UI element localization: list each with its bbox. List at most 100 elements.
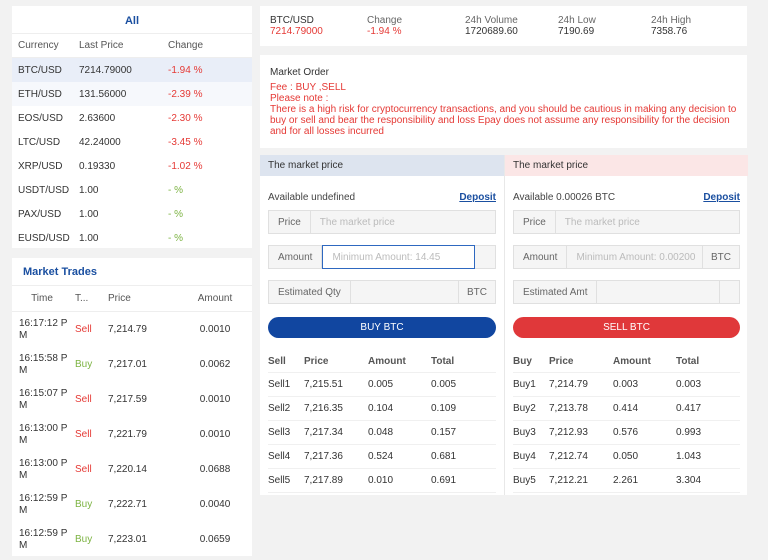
sell-panel-header[interactable]: The market price <box>505 155 748 176</box>
buy-order-book: Buy Price Amount Total Buy1 7,214.79 0.003… <box>513 351 740 493</box>
order-amount: 0.104 <box>368 403 394 414</box>
order-book-row[interactable]: Buy5 7,212.21 2.261 3.304 <box>513 469 740 493</box>
order-level: Sell5 <box>268 475 291 486</box>
trade-type: Sell <box>75 394 92 405</box>
sell-amount-input[interactable]: Minimum Amount: 0.00200 <box>576 251 696 263</box>
order-book-row[interactable]: Sell4 7,217.36 0.524 0.681 <box>268 445 496 469</box>
trade-amount: 0.0659 <box>199 534 231 545</box>
buy-book-col-amount: Amount <box>613 356 651 367</box>
market-row[interactable]: XRP/USD 0.19330 -1.02 % <box>12 154 252 178</box>
buy-amount-input[interactable]: Minimum Amount: 14.45 <box>322 245 476 269</box>
market-trades-panel: Market Trades Time T... Price Amount 16:… <box>12 258 252 556</box>
order-amount: 0.524 <box>368 451 394 462</box>
market-row[interactable]: USDT/USD 1.00 - % <box>12 178 252 202</box>
trade-time: 16:17:12 P M <box>19 317 68 341</box>
market-row[interactable]: PAX/USD 1.00 - % <box>12 202 252 226</box>
buy-amount-field: Amount Minimum Amount: 14.45 <box>268 245 496 269</box>
trade-price: 7,223.01 <box>108 534 147 545</box>
trade-amount: 0.0010 <box>199 429 231 440</box>
ticker-volume-label: 24h Volume <box>465 15 518 26</box>
trade-row: 16:13:00 P M Sell 7,220.14 0.0688 <box>12 452 252 487</box>
ticker-change: Change -1.94 % <box>367 15 402 37</box>
order-book-row[interactable]: Sell5 7,217.89 0.010 0.691 <box>268 469 496 493</box>
trade-amount: 0.0062 <box>199 359 231 370</box>
market-pair: BTC/USD <box>18 64 62 76</box>
sell-amt-unit <box>719 281 739 303</box>
ticker-pair-name: BTC/USD <box>270 15 314 26</box>
trade-type: Sell <box>75 324 92 335</box>
sell-amt-input[interactable] <box>597 281 719 303</box>
market-change: -2.30 % <box>168 112 203 124</box>
order-amount: 0.048 <box>368 427 394 438</box>
market-price: 1.00 <box>79 208 99 220</box>
sell-book-header: Sell Price Amount Total <box>268 351 496 373</box>
order-amount: 0.003 <box>613 379 639 390</box>
ticker-bar: BTC/USD 7214.79000 Change -1.94 % 24h Vo… <box>260 6 747 46</box>
buy-deposit-link[interactable]: Deposit <box>459 192 496 203</box>
col-change[interactable]: Change <box>168 40 204 51</box>
market-pair: USDT/USD <box>18 184 70 196</box>
buy-button[interactable]: BUY BTC <box>268 317 496 338</box>
order-book-row[interactable]: Buy3 7,212.93 0.576 0.993 <box>513 421 740 445</box>
trade-type: Buy <box>75 499 93 510</box>
market-row[interactable]: LTC/USD 42.24000 -3.45 % <box>12 130 252 154</box>
buy-panel-header[interactable]: The market price <box>260 155 504 176</box>
buy-qty-input[interactable] <box>351 281 458 303</box>
market-price: 1.00 <box>79 184 99 196</box>
ticker-price: 7214.79000 <box>270 26 323 37</box>
market-order-title: Market Order <box>270 67 329 78</box>
market-row[interactable]: EOS/USD 2.63600 -2.30 % <box>12 106 252 130</box>
market-row[interactable]: EUSD/USD 1.00 - % <box>12 226 252 250</box>
buy-qty-label: Estimated Qty <box>269 281 351 303</box>
order-book-row[interactable]: Sell3 7,217.34 0.048 0.157 <box>268 421 496 445</box>
trade-time: 16:13:00 P M <box>19 457 68 481</box>
sell-price-input: The market price <box>564 216 640 228</box>
market-row[interactable]: BTC/USD 7214.79000 -1.94 % <box>12 58 252 82</box>
market-order-info: Market Order Fee : BUY ,SELL Please note… <box>260 55 747 148</box>
trade-price: 7,214.79 <box>108 324 147 335</box>
sell-available: Available 0.00026 BTC <box>513 192 616 203</box>
trade-amount: 0.0010 <box>199 324 231 335</box>
sell-panel: The market price Available 0.00026 BTC D… <box>504 155 748 495</box>
buy-book-col-price: Price <box>549 356 574 367</box>
col-currency[interactable]: Currency <box>18 40 59 51</box>
buy-available-row: Available undefined Deposit <box>268 192 496 203</box>
order-total: 1.043 <box>676 451 702 462</box>
order-book-row[interactable]: Sell1 7,215.51 0.005 0.005 <box>268 373 496 397</box>
order-book-row[interactable]: Sell2 7,216.35 0.104 0.109 <box>268 397 496 421</box>
sell-amount-field: Amount Minimum Amount: 0.00200 BTC <box>513 245 740 269</box>
sell-amount-label: Amount <box>514 246 568 268</box>
order-amount: 0.576 <box>613 427 639 438</box>
order-total: 3.304 <box>676 475 702 486</box>
sell-order-book: Sell Price Amount Total Sell1 7,215.51 0.0… <box>268 351 496 493</box>
trade-amount: 0.0010 <box>199 394 231 405</box>
market-row[interactable]: ETH/USD 131.56000 -2.39 % <box>12 82 252 106</box>
market-price: 42.24000 <box>79 136 121 148</box>
order-level: Sell1 <box>268 379 291 390</box>
market-pair: ETH/USD <box>18 88 62 100</box>
market-change: - % <box>168 184 183 196</box>
trade-price: 7,220.14 <box>108 464 147 475</box>
order-book-row[interactable]: Buy1 7,214.79 0.003 0.003 <box>513 373 740 397</box>
order-book-row[interactable]: Buy2 7,213.78 0.414 0.417 <box>513 397 740 421</box>
ticker-volume: 24h Volume 1720689.60 <box>465 15 518 37</box>
sell-deposit-link[interactable]: Deposit <box>703 192 740 203</box>
order-amount: 0.050 <box>613 451 639 462</box>
order-level: Buy5 <box>513 475 536 486</box>
risk-note: There is a high risk for cryptocurrency … <box>270 104 737 137</box>
trade-time: 16:12:59 P M <box>19 527 68 551</box>
tab-all[interactable]: All <box>12 6 252 34</box>
market-price: 0.19330 <box>79 160 116 172</box>
sell-button[interactable]: SELL BTC <box>513 317 740 338</box>
col-last-price[interactable]: Last Price <box>79 40 124 51</box>
market-price: 1.00 <box>79 232 99 244</box>
sell-price-label: Price <box>514 211 556 233</box>
trade-type: Buy <box>75 359 93 370</box>
buy-book-col-total: Total <box>676 356 700 367</box>
sell-amt-label: Estimated Amt <box>514 281 598 303</box>
market-trades-title: Market Trades <box>12 258 252 286</box>
order-price: 7,217.34 <box>304 427 343 438</box>
col-time: Time <box>31 292 53 304</box>
order-total: 0.691 <box>431 475 457 486</box>
order-book-row[interactable]: Buy4 7,212.74 0.050 1.043 <box>513 445 740 469</box>
